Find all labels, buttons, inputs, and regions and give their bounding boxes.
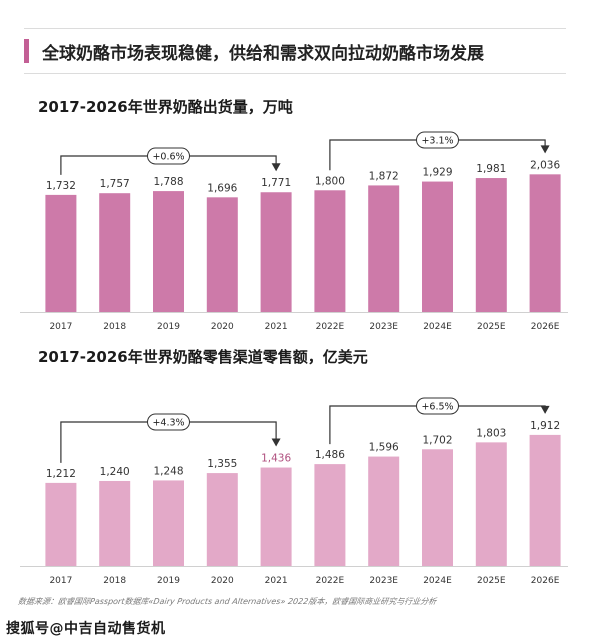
data-label-2017: 1,212 (46, 468, 76, 480)
title-accent-bar (24, 39, 29, 63)
chart-title-retail-sales: 2017-2026年世界奶酪零售渠道零售额，亿美元 (38, 348, 368, 366)
x-tick-label-2019: 2019 (157, 576, 180, 586)
data-label-2017: 1,732 (46, 180, 76, 192)
x-tick-label-2022E: 2022E (316, 322, 345, 332)
x-tick-label-2017: 2017 (49, 576, 72, 586)
source-note: 数据来源：欧睿国际Passport数据库«Dairy Products and … (17, 597, 437, 606)
bar-2019 (153, 191, 184, 312)
growth-rate-label-1: +4.3% (152, 418, 184, 429)
bar-2026E (529, 434, 561, 566)
bar-2024E (422, 181, 453, 312)
bar-2021 (260, 192, 292, 312)
x-tick-label-2020: 2020 (211, 576, 234, 586)
watermark: 搜狐号@中吉自动售货机 (6, 621, 166, 637)
data-label-2020: 1,696 (207, 182, 237, 194)
growth-rate-label-1: +0.6% (152, 152, 184, 163)
shipments-bar-chart: 1,732 2017 1,757 2018 1,788 2019 1,696 2020 1,77… (20, 131, 568, 332)
bar-2023E (368, 185, 400, 312)
data-label-2018: 1,240 (100, 466, 130, 478)
x-tick-label-2025E: 2025E (477, 322, 506, 332)
x-tick-label-2020: 2020 (211, 322, 234, 332)
data-label-2020: 1,355 (207, 458, 237, 470)
data-label-2023E: 1,872 (369, 170, 399, 182)
bar-2018 (99, 193, 131, 312)
chart-title-shipments: 2017-2026年世界奶酪出货量，万吨 (38, 98, 293, 116)
page-title: 全球奶酪市场表现稳健，供给和需求双向拉动奶酪市场发展 (42, 44, 484, 64)
x-tick-label-2024E: 2024E (423, 322, 452, 332)
x-tick-label-2023E: 2023E (369, 576, 398, 586)
retail-sales-bar-chart: 1,212 2017 1,240 2018 1,248 2019 1,355 2020 1,43… (20, 397, 568, 586)
x-tick-label-2019: 2019 (157, 322, 180, 332)
bar-2023E (368, 456, 400, 566)
data-label-2025E: 1,803 (476, 427, 506, 439)
data-label-2024E: 1,929 (422, 167, 452, 179)
bar-2019 (153, 480, 184, 566)
bar-2025E (475, 178, 507, 312)
bar-2024E (422, 449, 453, 566)
growth-rate-label-2: +3.1% (421, 136, 453, 147)
data-label-2022E: 1,486 (315, 449, 345, 461)
x-tick-label-2026E: 2026E (531, 322, 560, 332)
x-tick-label-2022E: 2022E (316, 576, 345, 586)
bar-2017 (45, 194, 77, 312)
bar-2026E (529, 174, 561, 312)
bar-2017 (45, 482, 77, 566)
growth-arrow-head-1 (271, 438, 281, 447)
data-label-2024E: 1,702 (422, 434, 452, 446)
growth-arrow-head-2 (540, 145, 550, 154)
data-label-2019: 1,248 (153, 465, 183, 477)
data-label-2023E: 1,596 (369, 442, 399, 454)
data-label-2021: 1,436 (261, 453, 291, 465)
data-label-2025E: 1,981 (476, 163, 506, 175)
bar-2022E (314, 464, 346, 566)
x-tick-label-2024E: 2024E (423, 576, 452, 586)
x-tick-label-2021: 2021 (265, 322, 288, 332)
data-label-2019: 1,788 (153, 176, 183, 188)
title-bar: 全球奶酪市场表现稳健，供给和需求双向拉动奶酪市场发展 (24, 28, 566, 74)
data-label-2026E: 2,036 (530, 159, 560, 171)
growth-arrow-head-1 (271, 163, 281, 172)
bar-2025E (475, 442, 507, 566)
data-label-2026E: 1,912 (530, 420, 560, 432)
x-tick-label-2025E: 2025E (477, 576, 506, 586)
bar-2018 (99, 480, 131, 566)
growth-pill-2 (416, 131, 459, 149)
x-tick-label-2018: 2018 (103, 576, 126, 586)
bar-2020 (206, 473, 238, 566)
x-tick-label-2026E: 2026E (531, 576, 560, 586)
growth-rate-label-2: +6.5% (421, 402, 453, 413)
growth-pill-1 (147, 147, 190, 165)
bar-2021 (260, 467, 292, 566)
x-tick-label-2021: 2021 (265, 576, 288, 586)
bar-2022E (314, 190, 346, 312)
x-tick-label-2018: 2018 (103, 322, 126, 332)
bar-2020 (206, 197, 238, 312)
x-tick-label-2017: 2017 (49, 322, 72, 332)
data-label-2018: 1,757 (100, 178, 130, 190)
growth-arrow-head-2 (540, 405, 550, 414)
data-label-2021: 1,771 (261, 177, 291, 189)
data-label-2022E: 1,800 (315, 175, 345, 187)
growth-pill-2 (416, 397, 459, 415)
growth-pill-1 (147, 413, 190, 431)
x-tick-label-2023E: 2023E (369, 322, 398, 332)
